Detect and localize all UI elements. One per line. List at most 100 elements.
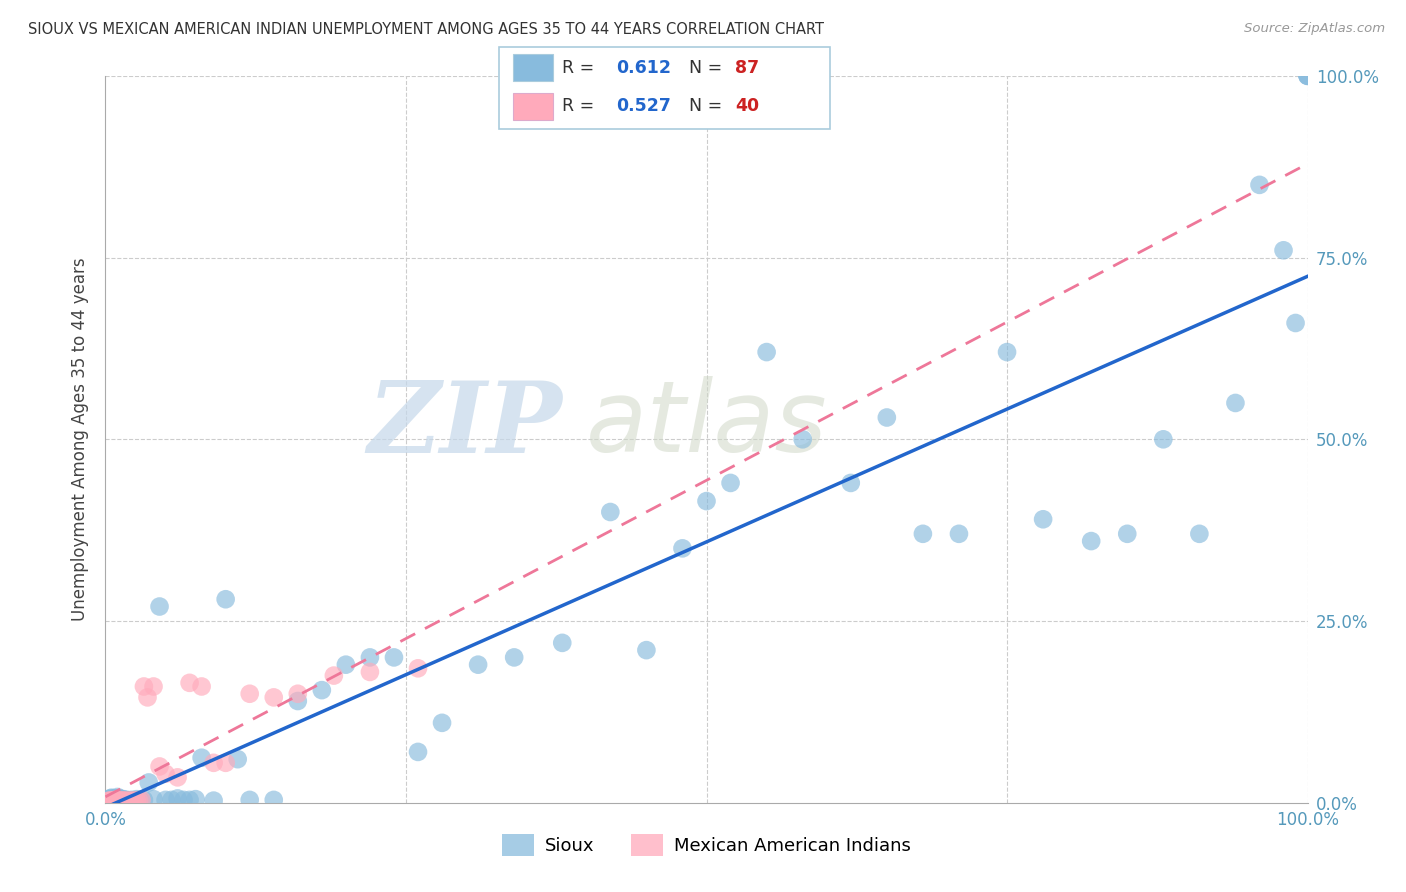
Point — [1249, 178, 1271, 192]
Point — [105, 791, 128, 805]
Point — [121, 794, 143, 808]
Point — [98, 794, 121, 808]
Point — [142, 680, 165, 694]
Point — [104, 792, 127, 806]
Text: N =: N = — [689, 59, 728, 77]
Text: 0.612: 0.612 — [616, 59, 671, 77]
Point — [1032, 512, 1054, 526]
Point — [335, 657, 357, 672]
Point — [671, 541, 693, 556]
Text: atlas: atlas — [586, 376, 828, 474]
Point — [107, 789, 129, 804]
Point — [287, 687, 309, 701]
Point — [226, 752, 249, 766]
Point — [132, 680, 155, 694]
Point — [359, 665, 381, 679]
Point — [155, 793, 177, 807]
Point — [103, 794, 125, 808]
Point — [173, 793, 195, 807]
Point — [322, 668, 344, 682]
Point — [551, 636, 574, 650]
Text: ZIP: ZIP — [367, 376, 562, 473]
Point — [98, 794, 121, 808]
Point — [108, 794, 131, 808]
Point — [114, 794, 136, 808]
Point — [1284, 316, 1306, 330]
Point — [179, 676, 201, 690]
Point — [104, 794, 127, 808]
Point — [107, 794, 129, 808]
Text: Source: ZipAtlas.com: Source: ZipAtlas.com — [1244, 22, 1385, 36]
Point — [995, 345, 1018, 359]
Point — [115, 794, 138, 808]
Point — [100, 794, 122, 808]
Text: 0.527: 0.527 — [616, 97, 671, 115]
Text: R =: R = — [562, 97, 600, 115]
Point — [98, 794, 121, 808]
Point — [121, 793, 143, 807]
Point — [104, 793, 127, 807]
Point — [202, 794, 225, 808]
Point — [103, 794, 125, 808]
Point — [125, 794, 148, 808]
Point — [98, 794, 121, 808]
Point — [105, 794, 128, 808]
Point — [108, 794, 131, 808]
Point — [97, 794, 120, 808]
Legend: Sioux, Mexican American Indians: Sioux, Mexican American Indians — [495, 826, 918, 863]
Point — [1296, 69, 1319, 83]
Point — [107, 794, 129, 808]
Point — [911, 526, 934, 541]
Point — [124, 794, 146, 808]
Point — [107, 793, 129, 807]
Point — [202, 756, 225, 770]
Point — [467, 657, 489, 672]
Point — [107, 794, 129, 808]
Point — [112, 792, 135, 806]
Point — [114, 793, 136, 807]
Point — [108, 791, 131, 805]
Point — [98, 791, 121, 805]
Point — [118, 794, 141, 808]
Point — [239, 793, 262, 807]
Point — [636, 643, 658, 657]
Point — [1296, 69, 1319, 83]
Point — [97, 794, 120, 808]
Point — [359, 650, 381, 665]
Point — [1152, 433, 1174, 447]
Point — [101, 794, 124, 808]
Point — [131, 793, 153, 807]
Point — [1080, 534, 1102, 549]
Point — [136, 690, 159, 705]
Point — [128, 793, 150, 807]
Point — [214, 592, 236, 607]
Y-axis label: Unemployment Among Ages 35 to 44 years: Unemployment Among Ages 35 to 44 years — [72, 258, 90, 621]
Point — [406, 661, 429, 675]
Point — [107, 794, 129, 808]
Point — [105, 793, 128, 807]
Point — [112, 794, 135, 808]
Point — [430, 715, 453, 730]
Text: 40: 40 — [735, 97, 759, 115]
Text: 87: 87 — [735, 59, 759, 77]
Point — [190, 750, 212, 764]
Point — [503, 650, 526, 665]
Point — [110, 794, 132, 808]
Point — [124, 794, 146, 808]
Point — [111, 794, 134, 808]
Point — [125, 792, 148, 806]
Point — [101, 794, 124, 808]
Point — [118, 794, 141, 808]
Point — [138, 775, 160, 789]
Point — [190, 680, 212, 694]
Point — [876, 410, 898, 425]
Point — [115, 794, 138, 808]
Text: R =: R = — [562, 59, 600, 77]
Point — [1225, 396, 1247, 410]
Point — [107, 792, 129, 806]
Point — [948, 526, 970, 541]
Point — [1296, 69, 1319, 83]
Point — [107, 793, 129, 807]
Text: SIOUX VS MEXICAN AMERICAN INDIAN UNEMPLOYMENT AMONG AGES 35 TO 44 YEARS CORRELAT: SIOUX VS MEXICAN AMERICAN INDIAN UNEMPLO… — [28, 22, 824, 37]
Point — [184, 792, 207, 806]
